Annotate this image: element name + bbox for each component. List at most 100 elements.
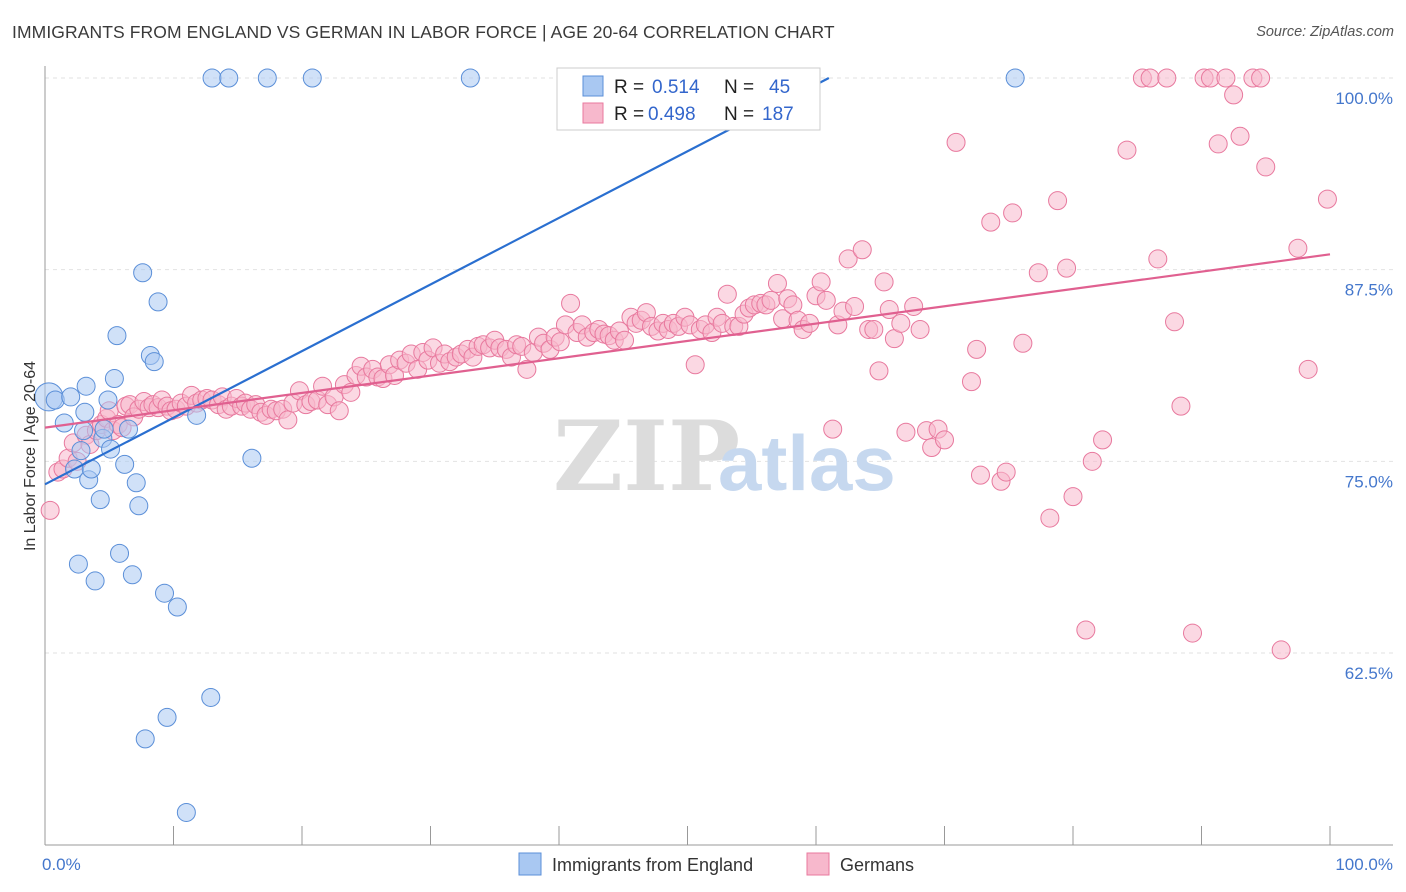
- data-point: [864, 319, 884, 339]
- data-point: [1117, 140, 1137, 160]
- data-point: [1288, 238, 1308, 258]
- data-point: [910, 319, 930, 339]
- data-point: [98, 390, 118, 410]
- data-point: [1157, 68, 1177, 88]
- data-point: [1076, 620, 1096, 640]
- data-point: [202, 68, 222, 88]
- data-point: [329, 401, 349, 421]
- data-point: [1013, 333, 1033, 353]
- data-point: [101, 439, 121, 459]
- gridlines: [45, 77, 1393, 654]
- legend-n-label-england: N =: [724, 77, 754, 98]
- data-point: [1271, 640, 1291, 660]
- x-tick-label: 0.0%: [42, 855, 81, 874]
- data-point: [1216, 68, 1236, 88]
- data-point: [119, 419, 139, 439]
- data-point: [167, 597, 187, 617]
- y-tick-label: 87.5%: [1345, 281, 1393, 300]
- data-point: [1298, 359, 1318, 379]
- legend-r-value-germans: 0.498: [648, 104, 696, 125]
- data-point: [257, 68, 277, 88]
- data-point: [852, 240, 872, 260]
- y-tick-label: 100.0%: [1335, 89, 1393, 108]
- data-point: [85, 571, 105, 591]
- data-point: [242, 448, 262, 468]
- data-point: [76, 376, 96, 396]
- data-point: [157, 707, 177, 727]
- data-point: [1082, 451, 1102, 471]
- data-point: [135, 729, 155, 749]
- data-point: [838, 249, 858, 269]
- data-point: [122, 565, 142, 585]
- data-point: [1148, 249, 1168, 269]
- data-point: [996, 462, 1016, 482]
- data-point: [148, 292, 168, 312]
- data-point: [946, 132, 966, 152]
- legend-r-value-england: 0.514: [652, 77, 700, 98]
- data-point: [1093, 430, 1113, 450]
- data-point: [1057, 258, 1077, 278]
- data-point: [970, 465, 990, 485]
- data-point: [1224, 85, 1244, 105]
- data-point: [816, 290, 836, 310]
- data-point: [904, 296, 924, 316]
- data-point: [823, 419, 843, 439]
- data-point: [71, 441, 91, 461]
- data-point: [1028, 263, 1048, 283]
- data-point: [1317, 189, 1337, 209]
- data-point: [869, 361, 889, 381]
- data-point: [1230, 126, 1250, 146]
- legend-swatch-germans: [582, 102, 604, 124]
- data-point: [144, 352, 164, 372]
- data-point: [967, 339, 987, 359]
- data-point: [891, 313, 911, 333]
- x-tick-label: 100.0%: [1335, 855, 1393, 874]
- data-point: [104, 369, 124, 389]
- data-point: [761, 290, 781, 310]
- data-point: [1208, 134, 1228, 154]
- bottom-legend: Immigrants from England Germans: [518, 852, 914, 876]
- data-point: [685, 355, 705, 375]
- data-point: [1040, 508, 1060, 528]
- y-tick-label: 62.5%: [1345, 664, 1393, 683]
- trend-layer: [44, 77, 1331, 486]
- legend-n-value-england: 45: [769, 77, 790, 98]
- data-point: [561, 293, 581, 313]
- top-legend: R = 0.514 N = 45 R = 0.498 N = 187: [556, 67, 821, 131]
- data-point: [1140, 68, 1160, 88]
- data-point: [74, 421, 94, 441]
- data-point: [874, 272, 894, 292]
- data-point: [219, 68, 239, 88]
- data-point: [517, 359, 537, 379]
- legend-r-label-germans: R =: [614, 104, 644, 125]
- data-point: [90, 490, 110, 510]
- data-point: [1165, 312, 1185, 332]
- legend-swatch-england: [582, 75, 604, 97]
- y-axis-label: In Labor Force | Age 20-64: [22, 361, 39, 551]
- data-point: [107, 326, 127, 346]
- data-point: [935, 430, 954, 450]
- data-point: [302, 68, 322, 88]
- data-point: [845, 296, 865, 316]
- watermark-atlas: atlas: [718, 419, 896, 507]
- data-point: [550, 332, 570, 352]
- data-point: [767, 273, 787, 293]
- x-axis: [44, 826, 1393, 846]
- data-point: [1005, 68, 1025, 88]
- data-point: [615, 330, 635, 350]
- data-point: [1171, 396, 1191, 416]
- data-point: [811, 272, 831, 292]
- data-point: [278, 410, 298, 430]
- data-point: [94, 419, 114, 439]
- trend-line: [44, 253, 1331, 429]
- data-point: [896, 422, 916, 442]
- data-point: [201, 687, 221, 707]
- data-point: [1003, 203, 1023, 223]
- data-point: [40, 500, 60, 520]
- bottom-legend-label-england: Immigrants from England: [552, 855, 753, 875]
- data-point: [129, 496, 149, 516]
- watermark-zip: ZIP: [553, 400, 740, 513]
- data-point: [717, 284, 737, 304]
- data-point: [460, 68, 480, 88]
